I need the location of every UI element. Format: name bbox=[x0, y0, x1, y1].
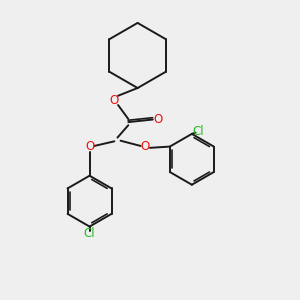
Text: Cl: Cl bbox=[193, 125, 205, 138]
Text: Cl: Cl bbox=[84, 227, 95, 240]
Text: O: O bbox=[141, 140, 150, 153]
Text: O: O bbox=[85, 140, 94, 153]
Text: O: O bbox=[110, 94, 119, 107]
Text: O: O bbox=[153, 112, 162, 125]
